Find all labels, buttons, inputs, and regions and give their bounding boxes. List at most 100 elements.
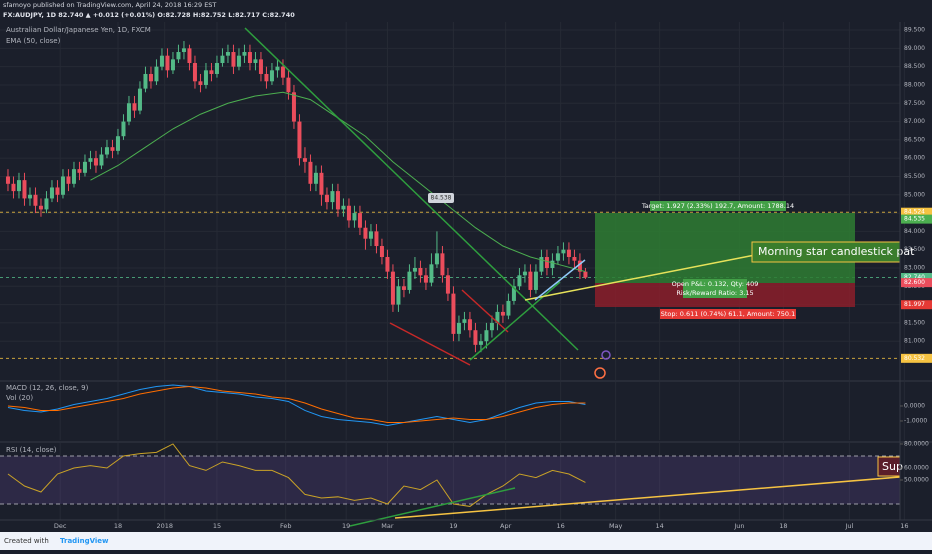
x-tick-label: 14 [656, 522, 664, 530]
target-label: Target: 1.927 (2.33%) 192.7, Amount: 178… [641, 202, 794, 210]
ema-legend: EMA (50, close) [6, 37, 61, 45]
candle-body [269, 70, 274, 82]
price-marker-label: 81.997 [904, 301, 925, 308]
candle-body [517, 275, 522, 287]
x-tick-label: 16 [900, 522, 908, 530]
candle-body [225, 52, 230, 56]
candle-body [231, 52, 236, 67]
candle-body [566, 249, 571, 258]
candle-body [242, 52, 247, 56]
x-tick-label: Dec [54, 522, 67, 530]
candle-body [462, 319, 467, 323]
rsi-trend-line [394, 476, 901, 519]
candle-body [407, 271, 412, 290]
candle-body [555, 253, 560, 261]
y-tick-label: 50.0000 [904, 476, 929, 483]
indicator-line [7, 443, 586, 507]
candle-body [71, 169, 76, 184]
candle-body [148, 73, 153, 82]
stop-box [660, 309, 796, 319]
trend-line [534, 259, 586, 301]
y-tick-label: 86.500 [904, 136, 925, 143]
price-marker [901, 273, 932, 283]
candle-body [192, 62, 197, 82]
candle-body [132, 103, 137, 111]
candle-body [500, 311, 505, 316]
x-tick-label: Feb [280, 522, 292, 530]
candle-body [308, 161, 313, 184]
candle-body [429, 264, 434, 283]
candle-body [264, 73, 269, 82]
candle-body [27, 194, 32, 199]
price-marker-label: 84.535 [904, 216, 925, 223]
candle-body [385, 257, 390, 272]
candle-body [258, 59, 263, 74]
candle-body [561, 249, 566, 254]
footer-brand[interactable]: TradingView [60, 537, 109, 545]
candle-body [209, 70, 214, 74]
candle-body [143, 73, 148, 89]
y-tick-label: 84.000 [904, 228, 925, 235]
candle-body [335, 191, 340, 210]
candle-body [478, 341, 483, 345]
candle-body [572, 257, 577, 261]
candle-body [456, 322, 461, 334]
candle-body [330, 191, 335, 203]
candle-body [313, 172, 318, 184]
candle-body [324, 194, 329, 203]
x-tick-label: 18 [779, 522, 787, 530]
y-tick-label: -1.0000 [904, 417, 927, 424]
candle-body [16, 180, 21, 192]
candle-body [11, 183, 16, 192]
trend-line [469, 281, 561, 361]
candle-body [412, 267, 417, 272]
y-tick-label: 87.500 [904, 100, 925, 107]
support-label: Sup [882, 460, 903, 473]
x-tick-label: Apr [500, 522, 512, 530]
candle-body [22, 180, 27, 199]
candle-body [396, 286, 401, 305]
candle-body [286, 77, 291, 93]
candle-body [110, 147, 115, 151]
candle-body [434, 253, 439, 265]
publisher: sfamoyo published on TradingView.com, Ap… [3, 1, 216, 9]
y-tick-label: 83.000 [904, 264, 925, 271]
indicator-line [7, 385, 586, 423]
candle-body [445, 275, 450, 294]
x-tick-label: 15 [213, 522, 221, 530]
candle-body [473, 330, 478, 345]
candle-body [33, 194, 38, 206]
x-tick-label: 16 [557, 522, 565, 530]
price-marker-label: 84.524 [904, 209, 925, 216]
y-tick-label: 85.500 [904, 173, 925, 180]
candle-body [341, 205, 346, 210]
candle-body [357, 213, 362, 228]
price-marker-label: 80.532 [904, 355, 925, 362]
candle-body [528, 271, 533, 290]
y-tick-label: 81.000 [904, 338, 925, 345]
candle-body [379, 246, 384, 258]
candle-body [88, 158, 93, 162]
candle-body [55, 187, 60, 195]
candle-body [176, 52, 181, 60]
x-tick-label: May [609, 522, 623, 530]
pl-box [683, 279, 747, 298]
candle-body [539, 257, 544, 272]
y-tick-label: 88.500 [904, 63, 925, 70]
candle-body [352, 213, 357, 221]
y-tick-label: 83.500 [904, 246, 925, 253]
candle-body [506, 300, 511, 316]
candle-body [187, 48, 192, 63]
candle-body [236, 55, 241, 67]
candle-body [49, 187, 54, 199]
footer-text: Created with [4, 537, 49, 545]
candle-body [302, 158, 307, 162]
candle-body [291, 92, 296, 122]
candle-body [522, 271, 527, 276]
candle-body [93, 158, 98, 166]
candle-body [82, 161, 87, 173]
candle-body [533, 271, 538, 290]
candle-body [495, 311, 500, 323]
